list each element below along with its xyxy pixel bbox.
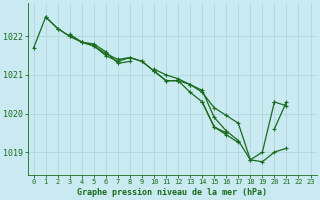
X-axis label: Graphe pression niveau de la mer (hPa): Graphe pression niveau de la mer (hPa) bbox=[77, 188, 267, 197]
